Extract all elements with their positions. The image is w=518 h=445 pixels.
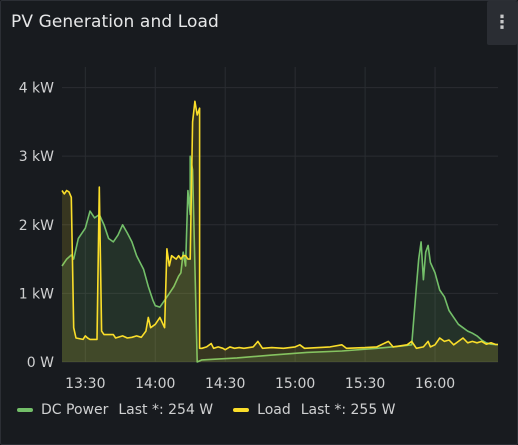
chart-area[interactable]: 0 W 1 kW 2 kW 3 kW 4 kW 13:30 14:00 14:30 15:00 1… [1,1,517,401]
y-tick-label: 0 W [27,355,54,371]
series-area-load [62,101,498,363]
panel-title: PV Generation and Load [11,12,219,32]
y-tick-label: 4 kW [19,81,54,97]
panel-menu-button[interactable]: ⋮ [487,1,517,45]
series-line-load [61,100,498,351]
vertical-ellipsis-icon: ⋮ [493,12,511,33]
x-tick-label: 16:00 [415,376,455,392]
x-tick-label: 14:00 [135,376,175,392]
legend-swatch-dc-power [17,408,33,412]
x-tick-label: 14:30 [205,376,245,392]
x-tick-label: 15:30 [345,376,385,392]
y-tick-label: 2 kW [19,218,54,234]
legend-swatch-load [233,408,250,412]
legend-series-name: DC Power [41,402,109,418]
x-tick-label: 15:00 [275,376,315,392]
legend-item-dc-power[interactable]: DC Power Last *: 254 W [17,402,213,418]
series-area-dc-power [62,156,498,362]
y-tick-label: 3 kW [19,149,54,165]
legend-series-name: Load [257,402,291,418]
x-tick-label: 13:30 [65,376,105,392]
legend: DC Power Last *: 254 W Load Last *: 255 … [17,402,416,418]
legend-series-stat: Last *: 255 W [300,402,396,418]
legend-series-stat: Last *: 254 W [118,402,214,418]
legend-item-load[interactable]: Load Last *: 255 W [233,402,396,418]
y-tick-label: 1 kW [19,286,54,302]
